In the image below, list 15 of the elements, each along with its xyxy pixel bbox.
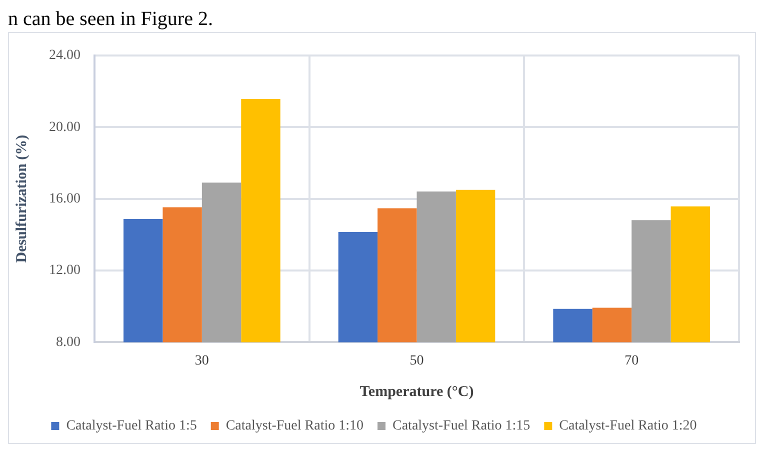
x-tick-label: 50: [410, 353, 424, 368]
y-tick-label: 16.00: [49, 191, 80, 206]
y-tick-label: 20.00: [49, 120, 80, 135]
x-tick-label: 30: [194, 353, 209, 368]
text: n can be seen in Figure 2.: [8, 8, 214, 30]
legend-label: Catalyst-Fuel Ratio 1:15: [392, 418, 530, 434]
legend-label: Catalyst-Fuel Ratio 1:20: [559, 418, 697, 434]
legend-label: Catalyst-Fuel Ratio 1:5: [66, 418, 197, 434]
y-tick-label: 12.00: [49, 263, 80, 278]
y-tick-label: 24.00: [49, 48, 80, 64]
x-tick-label: 70: [624, 353, 639, 368]
x-axis-title: Temperature (°C): [360, 384, 474, 400]
y-axis-title: Desulfurization (%): [14, 134, 30, 263]
y-tick-label: 8.00: [56, 334, 80, 350]
legend-label: Catalyst-Fuel Ratio 1:10: [226, 418, 364, 434]
